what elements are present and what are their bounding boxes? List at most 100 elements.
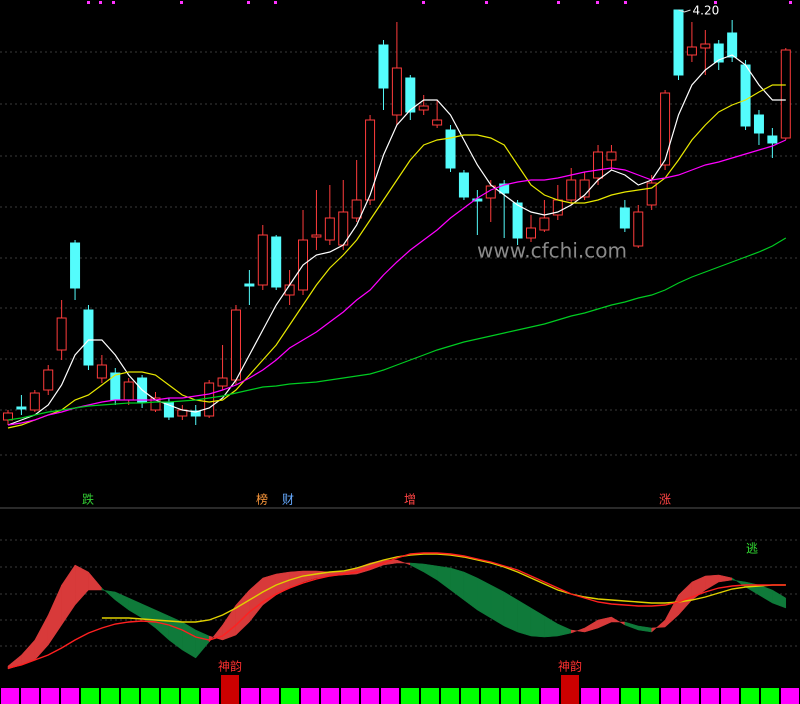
strip-cell (781, 688, 799, 704)
moving-average (7, 237, 787, 421)
strip-cell (281, 688, 299, 704)
strip-cell (461, 688, 479, 704)
strip-cell (401, 688, 419, 704)
candle-body (432, 119, 443, 126)
candle-body (485, 185, 496, 199)
candle-body (378, 44, 389, 89)
strip-cell (241, 688, 259, 704)
candle-body (405, 77, 416, 113)
candle-body (713, 43, 724, 63)
strip-cell (161, 688, 179, 704)
candle-body (593, 151, 604, 179)
dot (112, 1, 115, 4)
signal-label: 神韵 (218, 659, 242, 674)
dot (422, 1, 425, 4)
strip-cell (601, 688, 619, 704)
signal-bar (221, 675, 239, 704)
candle-body (43, 369, 54, 391)
strip-cell (361, 688, 379, 704)
candle-body (418, 105, 429, 111)
strip-cell (101, 688, 119, 704)
strip-cell (581, 688, 599, 704)
strip-cell (141, 688, 159, 704)
candle-body (244, 283, 255, 287)
candle-body (579, 179, 590, 198)
strip-cell (641, 688, 659, 704)
candle-body (271, 236, 282, 288)
indicator-line (7, 552, 786, 669)
strip-cell (321, 688, 339, 704)
dot (274, 1, 277, 4)
candle-body (606, 151, 617, 161)
moving-average (7, 139, 787, 426)
candle-body (686, 46, 697, 56)
candle-body (740, 64, 751, 127)
indicator-line (101, 553, 786, 623)
candle-body (566, 179, 577, 201)
top-dots (87, 1, 792, 4)
candle-body (619, 207, 630, 229)
signal-marker: 跌 (82, 492, 94, 507)
candle-body (512, 202, 523, 239)
ribbon-segment (772, 589, 787, 609)
candle-body (458, 172, 469, 198)
strip-cell (181, 688, 199, 704)
signal-marker: 财 (282, 493, 294, 507)
watermark: www.cfchi.com (477, 239, 627, 263)
candle-body (324, 217, 335, 241)
candle-body (700, 43, 711, 49)
dot (180, 1, 183, 4)
dot (87, 1, 90, 4)
candle-body (767, 135, 778, 144)
signal-marker: 涨 (659, 492, 671, 507)
signal-marker: 增 (404, 493, 416, 507)
candle-body (123, 381, 134, 401)
candle-body (230, 309, 241, 381)
signal-bar (561, 675, 579, 704)
candle-body (96, 364, 107, 379)
candle-body (727, 32, 738, 58)
dot (247, 1, 250, 4)
candle-body (190, 410, 201, 417)
dot (789, 1, 792, 4)
dot (99, 1, 102, 4)
dot (714, 1, 717, 4)
candle-body (499, 183, 510, 194)
candle-body (3, 412, 13, 421)
strip-cell (81, 688, 99, 704)
candle-body (539, 217, 550, 231)
dot (596, 1, 599, 4)
dot (557, 1, 560, 4)
strip-cell (21, 688, 39, 704)
dot (624, 1, 627, 4)
strip-cell (61, 688, 79, 704)
candle-body (780, 49, 791, 139)
candle-body (445, 129, 456, 169)
strip-cell (741, 688, 759, 704)
candle-body (753, 114, 764, 134)
candle-body (525, 227, 536, 239)
candle-body (150, 397, 161, 411)
moving-average (7, 84, 786, 429)
candle-body (646, 182, 657, 206)
candle-body (83, 309, 94, 366)
candle-body (16, 406, 27, 410)
moving-average (7, 54, 786, 426)
candle-body (673, 9, 684, 76)
strip-cell (201, 688, 219, 704)
candle-body (311, 234, 322, 238)
strip-cell (121, 688, 139, 704)
strip-cell (521, 688, 539, 704)
strip-cell (41, 688, 59, 704)
candle-body (472, 198, 483, 202)
strip-cell (661, 688, 679, 704)
strip-cell (421, 688, 439, 704)
dot (485, 1, 488, 4)
candle-body (365, 119, 376, 201)
max-label: 4.20 (693, 4, 720, 18)
strip-cell (701, 688, 719, 704)
candle-body (391, 67, 402, 116)
strip-cell (1, 688, 19, 704)
candle-body (257, 234, 268, 286)
